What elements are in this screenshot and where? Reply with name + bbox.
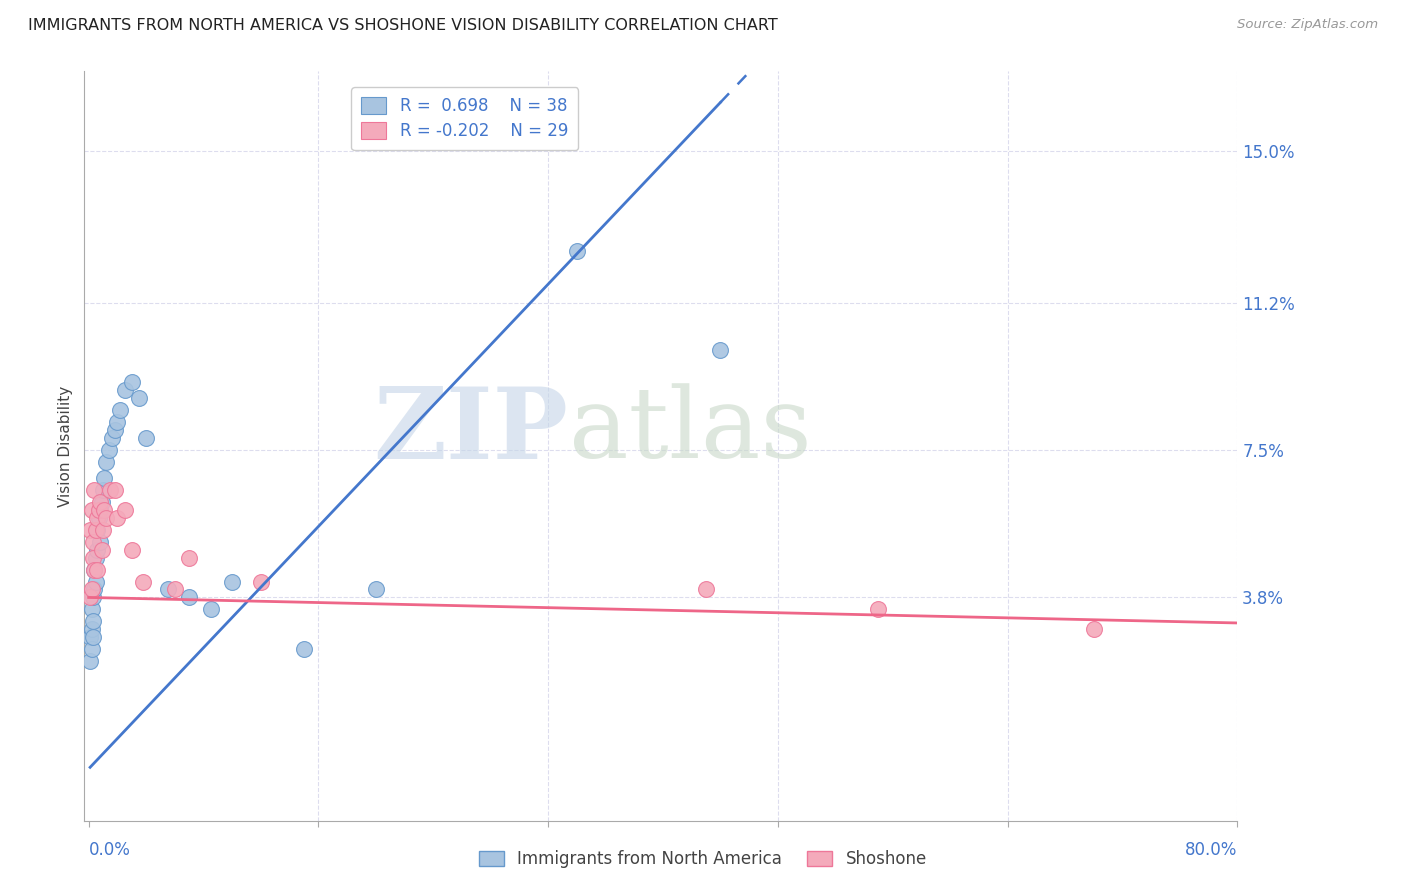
Point <box>292 642 315 657</box>
Text: IMMIGRANTS FROM NORTH AMERICA VS SHOSHONE VISION DISABILITY CORRELATION CHART: IMMIGRANTS FROM NORTH AMERICA VS SHOSHON… <box>28 18 778 33</box>
Point <box>121 542 143 557</box>
Point <box>94 510 117 524</box>
Point <box>200 602 222 616</box>
Point <box>221 574 243 589</box>
Text: atlas: atlas <box>568 384 811 479</box>
Point <box>98 483 121 497</box>
Point <box>163 582 186 597</box>
Point <box>1083 623 1105 637</box>
Point <box>80 642 103 657</box>
Point <box>87 510 110 524</box>
Point <box>128 391 150 405</box>
Point <box>86 510 108 524</box>
Point <box>84 574 107 589</box>
Legend: R =  0.698    N = 38, R = -0.202    N = 29: R = 0.698 N = 38, R = -0.202 N = 29 <box>352 87 578 150</box>
Point <box>100 431 122 445</box>
Point <box>105 415 128 429</box>
Point <box>868 602 890 616</box>
Legend: Immigrants from North America, Shoshone: Immigrants from North America, Shoshone <box>472 844 934 875</box>
Point <box>79 591 101 605</box>
Point <box>135 431 157 445</box>
Point <box>79 654 101 668</box>
Point <box>179 550 201 565</box>
Point <box>79 523 101 537</box>
Y-axis label: Vision Disability: Vision Disability <box>58 385 73 507</box>
Point <box>97 442 120 457</box>
Text: 80.0%: 80.0% <box>1185 840 1237 859</box>
Point <box>89 502 111 516</box>
Point <box>250 574 273 589</box>
Point <box>82 550 104 565</box>
Point <box>86 542 108 557</box>
Point <box>114 383 136 397</box>
Point <box>90 542 112 557</box>
Point <box>91 523 114 537</box>
Point <box>82 630 104 644</box>
Point <box>83 483 105 497</box>
Point <box>80 582 103 597</box>
Point <box>79 630 101 644</box>
Point <box>86 563 108 577</box>
Point <box>695 582 717 597</box>
Point <box>364 582 387 597</box>
Point <box>94 455 117 469</box>
Point <box>89 534 111 549</box>
Point <box>84 523 107 537</box>
Point <box>103 423 125 437</box>
Point <box>80 623 103 637</box>
Point <box>93 471 115 485</box>
Text: ZIP: ZIP <box>374 383 568 480</box>
Point <box>82 591 104 605</box>
Point <box>179 591 201 605</box>
Point <box>91 483 114 497</box>
Point <box>156 582 179 597</box>
Point <box>80 602 103 616</box>
Point <box>89 495 111 509</box>
Point <box>110 403 132 417</box>
Point <box>83 563 105 577</box>
Point <box>82 534 104 549</box>
Point <box>105 510 128 524</box>
Point <box>86 523 108 537</box>
Point <box>93 502 115 516</box>
Point <box>114 502 136 516</box>
Point <box>82 615 104 629</box>
Point <box>83 563 105 577</box>
Point <box>80 502 103 516</box>
Point <box>103 483 125 497</box>
Point <box>87 502 110 516</box>
Text: 0.0%: 0.0% <box>89 840 131 859</box>
Point <box>84 550 107 565</box>
Point <box>90 495 112 509</box>
Point <box>709 343 731 358</box>
Text: Source: ZipAtlas.com: Source: ZipAtlas.com <box>1237 18 1378 31</box>
Point <box>565 244 588 258</box>
Point <box>132 574 155 589</box>
Point <box>83 582 105 597</box>
Point <box>121 376 143 390</box>
